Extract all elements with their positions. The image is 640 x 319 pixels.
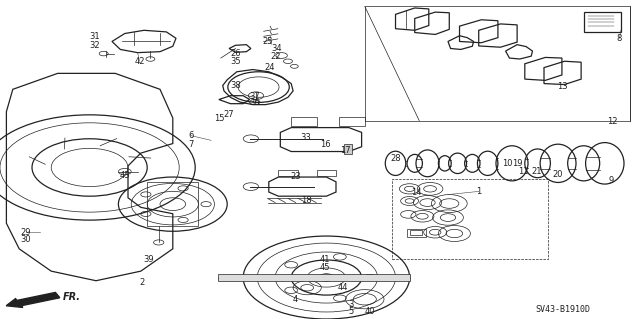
Text: 8: 8 — [617, 34, 622, 43]
Text: 23: 23 — [291, 172, 301, 181]
Text: 19: 19 — [512, 159, 522, 168]
Text: 14: 14 — [411, 188, 421, 197]
Text: 44: 44 — [337, 283, 348, 292]
Bar — [291, 117, 317, 126]
Text: 41: 41 — [320, 255, 330, 263]
Text: 37: 37 — [250, 92, 260, 101]
Bar — [410, 230, 422, 235]
Text: 45: 45 — [320, 263, 330, 272]
Bar — [584, 12, 621, 32]
Text: 1: 1 — [476, 187, 481, 196]
Text: 39: 39 — [143, 255, 154, 263]
Text: 33: 33 — [301, 133, 311, 142]
Text: 36: 36 — [250, 98, 260, 107]
Text: 11: 11 — [518, 167, 529, 176]
Text: 6: 6 — [188, 131, 193, 140]
Text: 31: 31 — [90, 32, 100, 41]
Text: 22: 22 — [270, 52, 280, 61]
Text: 15: 15 — [214, 114, 224, 123]
Text: 43: 43 — [120, 171, 130, 180]
Text: 3: 3 — [348, 300, 353, 309]
Bar — [392, 179, 548, 259]
Text: 32: 32 — [90, 41, 100, 50]
Text: 18: 18 — [301, 196, 311, 205]
Text: FR.: FR. — [63, 292, 81, 302]
Text: 40: 40 — [365, 308, 375, 316]
Text: 12: 12 — [607, 117, 618, 126]
Text: 9: 9 — [609, 176, 614, 185]
Text: 26: 26 — [230, 49, 241, 58]
Text: 16: 16 — [320, 140, 330, 149]
Bar — [407, 229, 426, 237]
Text: 4: 4 — [293, 295, 298, 304]
Text: 35: 35 — [230, 57, 241, 66]
Text: 13: 13 — [557, 82, 567, 91]
Bar — [344, 144, 352, 154]
Text: 17: 17 — [340, 146, 351, 155]
Bar — [218, 274, 410, 281]
Text: 20: 20 — [553, 170, 563, 179]
Text: 25: 25 — [262, 37, 273, 46]
Text: SV43-B1910D: SV43-B1910D — [536, 305, 591, 314]
Text: 34: 34 — [271, 44, 282, 53]
Text: 38: 38 — [230, 81, 241, 90]
Text: 24: 24 — [265, 63, 275, 72]
Text: 7: 7 — [188, 140, 193, 149]
Text: 29: 29 — [20, 228, 31, 237]
Text: 42: 42 — [134, 57, 145, 66]
Text: 10: 10 — [502, 159, 512, 168]
Bar — [339, 117, 365, 126]
Text: 28: 28 — [390, 154, 401, 163]
Text: 27: 27 — [224, 110, 234, 119]
Bar — [278, 170, 298, 176]
Text: 21: 21 — [531, 167, 541, 176]
Text: 5: 5 — [348, 308, 353, 316]
Bar — [317, 170, 336, 176]
Text: 30: 30 — [20, 235, 31, 244]
FancyArrow shape — [6, 293, 60, 308]
Text: 2: 2 — [140, 278, 145, 287]
